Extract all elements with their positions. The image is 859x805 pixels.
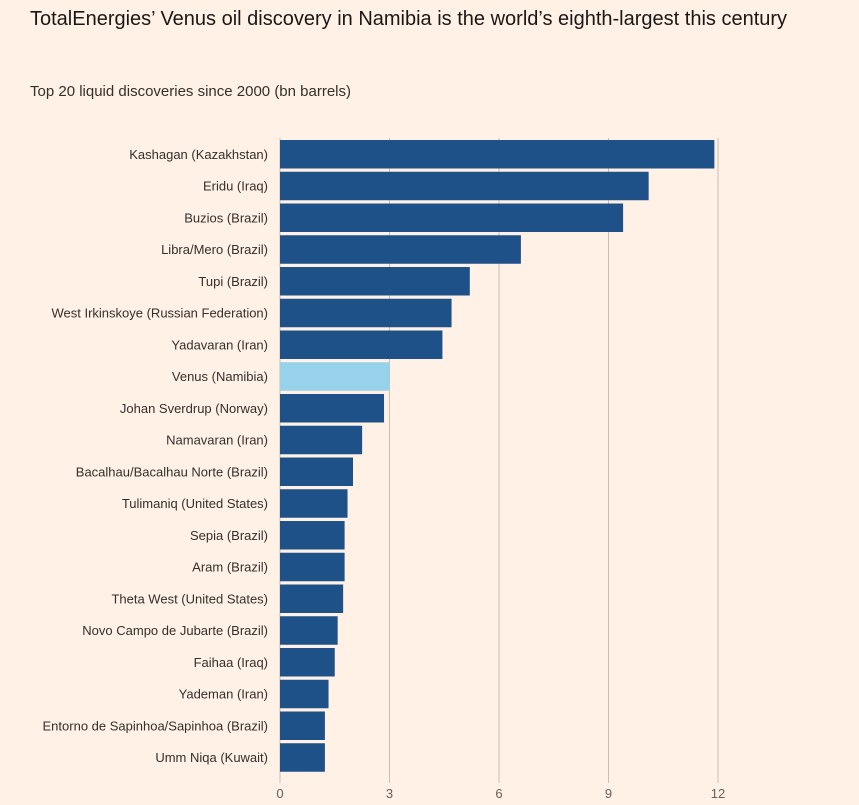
category-label-16: Faihaa (Iraq) <box>194 655 268 670</box>
category-label-7: Venus (Namibia) <box>172 369 268 384</box>
category-label-14: Theta West (United States) <box>111 591 268 606</box>
bar-6 <box>280 330 443 359</box>
chart-subtitle: Top 20 liquid discoveries since 2000 (bn… <box>30 83 352 100</box>
category-label-18: Entorno de Sapinhoa/Sapinhoa (Brazil) <box>43 718 268 733</box>
category-label-15: Novo Campo de Jubarte (Brazil) <box>82 623 268 638</box>
x-tick-label-12: 12 <box>711 786 725 801</box>
bar-1 <box>280 171 649 201</box>
category-label-10: Bacalhau/Bacalhau Norte (Brazil) <box>76 464 268 479</box>
category-label-0: Kashagan (Kazakhstan) <box>129 147 268 162</box>
bar-11 <box>280 489 348 518</box>
bar-15 <box>280 616 338 645</box>
category-label-17: Yademan (Iran) <box>179 687 268 702</box>
category-label-6: Yadavaran (Iran) <box>171 337 268 352</box>
category-label-11: Tulimaniq (United States) <box>122 496 268 511</box>
category-label-2: Buzios (Brazil) <box>184 210 268 225</box>
category-label-12: Sepia (Brazil) <box>190 528 268 543</box>
category-label-8: Johan Sverdrup (Norway) <box>120 401 268 416</box>
bar-12 <box>280 521 345 550</box>
x-axis-ticks: 0 3 6 9 12 <box>276 786 725 801</box>
x-tick-label-9: 9 <box>605 786 612 801</box>
bar-4 <box>280 267 470 296</box>
bar-8 <box>280 394 385 423</box>
bar-10 <box>280 457 353 486</box>
bar-16 <box>280 648 335 677</box>
category-label-9: Namavaran (Iran) <box>166 433 268 448</box>
bar-7 <box>280 362 390 391</box>
bar-13 <box>280 552 345 582</box>
category-labels: Kashagan (Kazakhstan) Eridu (Iraq) Buzios … <box>43 147 268 765</box>
bars <box>280 140 715 772</box>
x-tick-label-0: 0 <box>276 786 283 801</box>
x-tick-label-3: 3 <box>386 786 393 801</box>
bar-19 <box>280 743 325 772</box>
chart-title: TotalEnergies’ Venus oil discovery in Na… <box>30 8 788 30</box>
category-label-5: West Irkinskoye (Russian Federation) <box>51 306 268 321</box>
bar-18 <box>280 711 325 740</box>
category-label-3: Libra/Mero (Brazil) <box>161 242 268 257</box>
category-label-19: Umm Niqa (Kuwait) <box>155 750 268 765</box>
category-label-1: Eridu (Iraq) <box>203 179 268 194</box>
x-tick-label-6: 6 <box>495 786 502 801</box>
bar-14 <box>280 584 344 613</box>
bar-2 <box>280 203 624 232</box>
bar-3 <box>280 235 521 264</box>
bar-0 <box>280 140 715 169</box>
category-label-4: Tupi (Brazil) <box>198 274 268 289</box>
bar-17 <box>280 679 329 709</box>
category-label-13: Aram (Brazil) <box>192 560 268 575</box>
bar-5 <box>280 298 452 328</box>
bar-9 <box>280 425 363 455</box>
